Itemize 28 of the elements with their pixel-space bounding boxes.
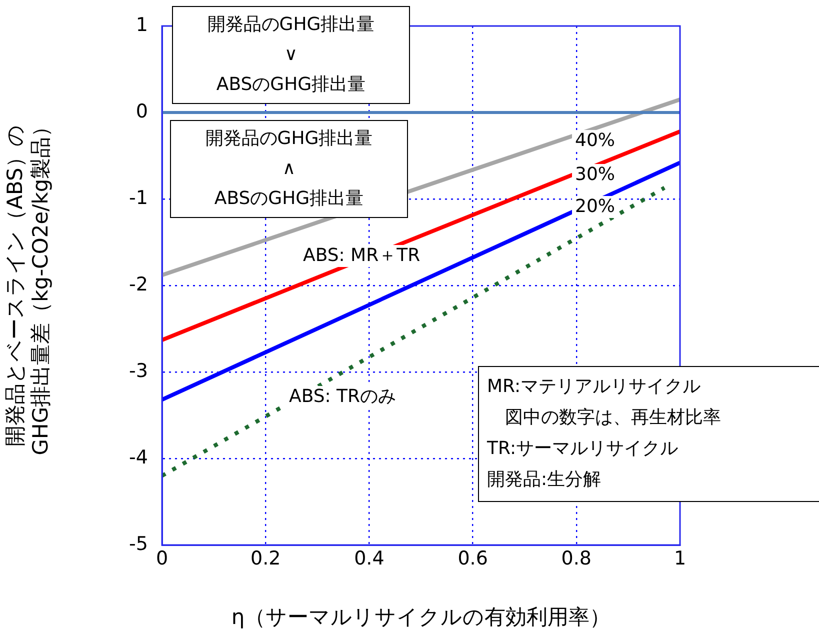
annotation: ABS: MR＋TR: [300, 245, 424, 267]
text-box: 開発品のGHG排出量 ∨ ABSのGHG排出量: [172, 6, 410, 104]
annotation: 30%: [572, 164, 618, 186]
y-tick-label: 0: [136, 100, 148, 122]
y-tick-label: -2: [129, 273, 148, 296]
annotation: TR:サーマルリサイクル: [487, 437, 680, 461]
annotation: ABS: TRのみ: [286, 386, 400, 408]
annotation: MR:マテリアルリサイクル: [487, 375, 702, 399]
x-tick-label: 0.2: [250, 547, 281, 570]
y-tick-label: -1: [129, 186, 148, 209]
annotation: 40%: [572, 130, 618, 152]
annotation: 開発品のGHG排出量 ∧ ABSのGHG排出量: [204, 127, 374, 211]
x-axis-title: η（サーマルリサイクルの有効利用率）: [231, 604, 611, 629]
annotation: 20%: [572, 196, 618, 218]
y-tick-label: -4: [129, 446, 148, 468]
annotation: 開発品のGHG排出量 ∨ ABSのGHG排出量: [206, 13, 376, 97]
y-tick-label: 1: [136, 14, 148, 36]
text-box: 開発品のGHG排出量 ∧ ABSのGHG排出量: [170, 120, 408, 218]
annotation: 図中の数字は、再生材比率: [504, 406, 722, 430]
x-tick-label: 0.8: [561, 547, 592, 570]
x-tick-label: 1: [674, 547, 686, 570]
x-tick-label: 0: [156, 547, 168, 570]
y-axis-title: 開発品とベースライン（ABS）の GHG排出量差（kg-CO2e/kg製品）: [3, 116, 52, 456]
y-tick-label: -5: [129, 532, 148, 555]
x-tick-label: 0.4: [354, 547, 384, 570]
x-tick-label: 0.6: [458, 547, 488, 570]
annotation: 開発品:生分解: [487, 468, 602, 492]
y-tick-label: -3: [129, 360, 148, 382]
